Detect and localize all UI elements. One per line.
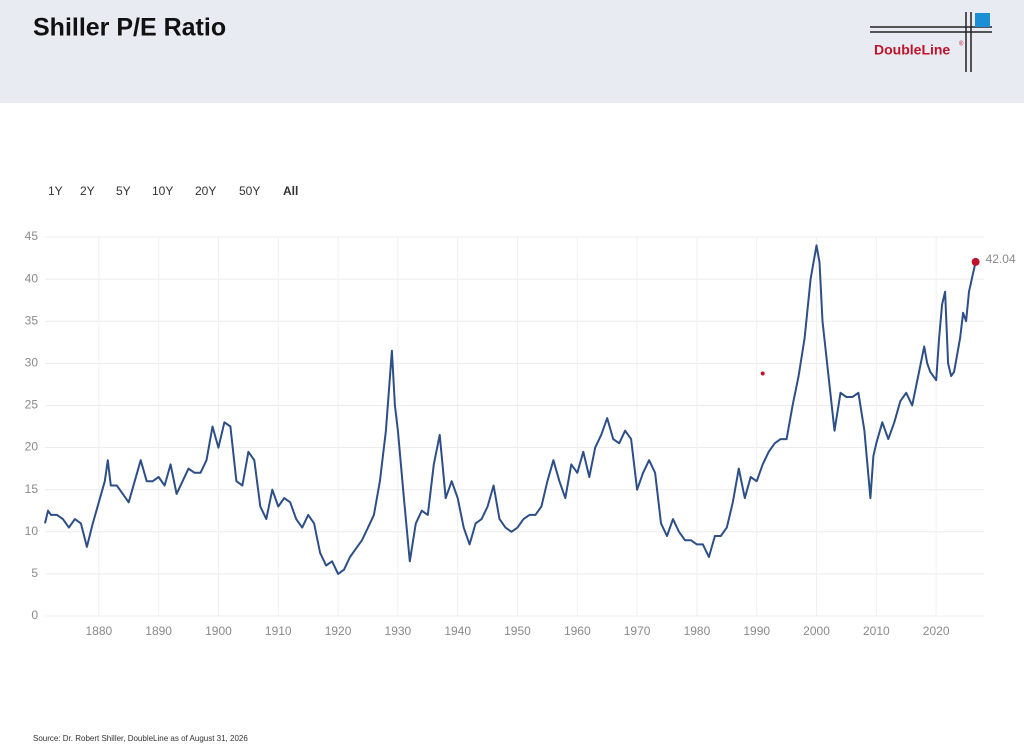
series-line [44, 244, 977, 575]
x-tick-label: 1920 [325, 624, 352, 638]
x-tick-label: 1930 [385, 624, 412, 638]
last-point [971, 257, 980, 266]
y-tick-label: 10 [25, 524, 39, 538]
x-tick-label: 1900 [205, 624, 232, 638]
range-button[interactable]: 2Y [80, 184, 95, 198]
x-tick-label: 2010 [863, 624, 890, 638]
x-tick-label: 1980 [684, 624, 711, 638]
range-button[interactable]: All [283, 184, 298, 198]
y-tick-label: 5 [31, 566, 38, 580]
range-button[interactable]: 50Y [239, 184, 260, 198]
range-button[interactable]: 10Y [152, 184, 173, 198]
y-tick-label: 35 [25, 313, 39, 327]
x-tick-label: 1990 [743, 624, 770, 638]
x-tick-label: 2000 [803, 624, 830, 638]
extra-point [760, 371, 765, 376]
y-tick-label: 20 [25, 440, 39, 454]
x-tick-label: 1940 [444, 624, 471, 638]
y-tick-label: 0 [31, 608, 38, 622]
y-tick-label: 15 [25, 482, 39, 496]
range-button[interactable]: 1Y [48, 184, 63, 198]
slide-title: Shiller P/E Ratio [33, 14, 226, 42]
last-value-label: 42.04 [986, 252, 1016, 266]
x-tick-label: 1950 [504, 624, 531, 638]
range-button[interactable]: 5Y [116, 184, 131, 198]
x-tick-label: 1960 [564, 624, 591, 638]
logo-mark: ® [959, 41, 964, 48]
y-tick-label: 25 [25, 398, 39, 412]
range-button[interactable]: 20Y [195, 184, 216, 198]
logo-text: DoubleLine [874, 42, 950, 58]
y-tick-label: 45 [25, 229, 39, 243]
logo: DoubleLine ® [870, 12, 992, 72]
y-tick-label: 40 [25, 271, 39, 285]
x-tick-label: 2020 [923, 624, 950, 638]
x-tick-label: 1880 [85, 624, 112, 638]
x-tick-label: 1970 [624, 624, 651, 638]
x-tick-label: 1910 [265, 624, 292, 638]
source-note: Source: Dr. Robert Shiller, DoubleLine a… [33, 734, 248, 743]
y-tick-label: 30 [25, 356, 39, 370]
logo-square [975, 13, 990, 27]
header-band [0, 0, 1024, 103]
x-tick-label: 1890 [145, 624, 172, 638]
